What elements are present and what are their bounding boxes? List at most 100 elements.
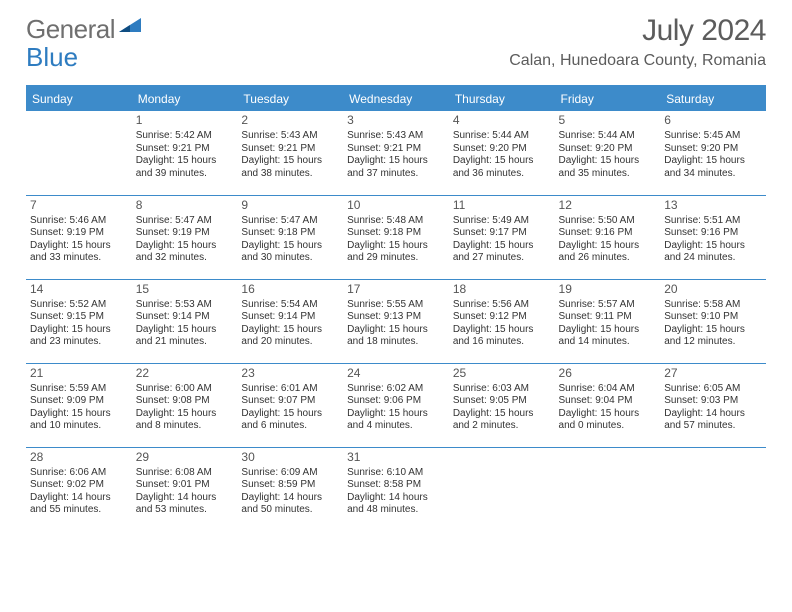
daylight-line1: Daylight: 15 hours bbox=[453, 240, 551, 253]
daylight-line2: and 33 minutes. bbox=[30, 252, 128, 265]
day-cell: 2Sunrise: 5:43 AMSunset: 9:21 PMDaylight… bbox=[237, 111, 343, 195]
sunset-text: Sunset: 9:14 PM bbox=[241, 311, 339, 324]
sunset-text: Sunset: 9:16 PM bbox=[664, 227, 762, 240]
sunrise-text: Sunrise: 6:08 AM bbox=[136, 467, 234, 480]
daylight-line1: Daylight: 15 hours bbox=[241, 240, 339, 253]
sunrise-text: Sunrise: 5:54 AM bbox=[241, 299, 339, 312]
sunset-text: Sunset: 9:15 PM bbox=[30, 311, 128, 324]
daylight-line1: Daylight: 15 hours bbox=[347, 324, 445, 337]
day-number: 21 bbox=[30, 366, 128, 381]
daylight-line2: and 14 minutes. bbox=[559, 336, 657, 349]
sunrise-text: Sunrise: 6:02 AM bbox=[347, 383, 445, 396]
day-cell: 26Sunrise: 6:04 AMSunset: 9:04 PMDayligh… bbox=[555, 363, 661, 447]
day-number: 1 bbox=[136, 113, 234, 128]
week-row: 28Sunrise: 6:06 AMSunset: 9:02 PMDayligh… bbox=[26, 447, 766, 531]
day-number: 23 bbox=[241, 366, 339, 381]
sunrise-text: Sunrise: 5:42 AM bbox=[136, 130, 234, 143]
sunset-text: Sunset: 9:13 PM bbox=[347, 311, 445, 324]
brand-logo: General bbox=[26, 14, 141, 45]
day-cell: 29Sunrise: 6:08 AMSunset: 9:01 PMDayligh… bbox=[132, 447, 238, 531]
day-number: 6 bbox=[664, 113, 762, 128]
daylight-line2: and 26 minutes. bbox=[559, 252, 657, 265]
daylight-line2: and 35 minutes. bbox=[559, 168, 657, 181]
day-number: 10 bbox=[347, 198, 445, 213]
day-number: 27 bbox=[664, 366, 762, 381]
sunrise-text: Sunrise: 5:57 AM bbox=[559, 299, 657, 312]
sunrise-text: Sunrise: 5:52 AM bbox=[30, 299, 128, 312]
day-cell: 5Sunrise: 5:44 AMSunset: 9:20 PMDaylight… bbox=[555, 111, 661, 195]
calendar-page: General July 2024 Calan, Hunedoara Count… bbox=[0, 0, 792, 551]
sunrise-text: Sunrise: 6:05 AM bbox=[664, 383, 762, 396]
daylight-line1: Daylight: 15 hours bbox=[559, 240, 657, 253]
sunrise-text: Sunrise: 6:10 AM bbox=[347, 467, 445, 480]
weekday-header: Thursday bbox=[449, 87, 555, 111]
sunrise-text: Sunrise: 5:43 AM bbox=[347, 130, 445, 143]
day-cell: 20Sunrise: 5:58 AMSunset: 9:10 PMDayligh… bbox=[660, 279, 766, 363]
daylight-line2: and 50 minutes. bbox=[241, 504, 339, 517]
sunrise-text: Sunrise: 5:44 AM bbox=[559, 130, 657, 143]
sunset-text: Sunset: 9:05 PM bbox=[453, 395, 551, 408]
daylight-line2: and 6 minutes. bbox=[241, 420, 339, 433]
day-cell: 8Sunrise: 5:47 AMSunset: 9:19 PMDaylight… bbox=[132, 195, 238, 279]
sunrise-text: Sunrise: 5:59 AM bbox=[30, 383, 128, 396]
sunset-text: Sunset: 9:20 PM bbox=[664, 143, 762, 156]
sunset-text: Sunset: 9:21 PM bbox=[347, 143, 445, 156]
day-number: 7 bbox=[30, 198, 128, 213]
daylight-line2: and 10 minutes. bbox=[30, 420, 128, 433]
day-number: 16 bbox=[241, 282, 339, 297]
sunrise-text: Sunrise: 5:58 AM bbox=[664, 299, 762, 312]
sunrise-text: Sunrise: 6:01 AM bbox=[241, 383, 339, 396]
week-row: 7Sunrise: 5:46 AMSunset: 9:19 PMDaylight… bbox=[26, 195, 766, 279]
sunset-text: Sunset: 9:11 PM bbox=[559, 311, 657, 324]
sunrise-text: Sunrise: 6:04 AM bbox=[559, 383, 657, 396]
daylight-line2: and 36 minutes. bbox=[453, 168, 551, 181]
daylight-line2: and 18 minutes. bbox=[347, 336, 445, 349]
day-cell: 19Sunrise: 5:57 AMSunset: 9:11 PMDayligh… bbox=[555, 279, 661, 363]
day-cell: 1Sunrise: 5:42 AMSunset: 9:21 PMDaylight… bbox=[132, 111, 238, 195]
day-cell: 21Sunrise: 5:59 AMSunset: 9:09 PMDayligh… bbox=[26, 363, 132, 447]
sunset-text: Sunset: 9:18 PM bbox=[347, 227, 445, 240]
sunset-text: Sunset: 9:20 PM bbox=[453, 143, 551, 156]
sunset-text: Sunset: 9:17 PM bbox=[453, 227, 551, 240]
daylight-line2: and 48 minutes. bbox=[347, 504, 445, 517]
daylight-line1: Daylight: 15 hours bbox=[453, 324, 551, 337]
sunset-text: Sunset: 9:14 PM bbox=[136, 311, 234, 324]
sunset-text: Sunset: 9:18 PM bbox=[241, 227, 339, 240]
daylight-line1: Daylight: 15 hours bbox=[347, 408, 445, 421]
sunrise-text: Sunrise: 6:06 AM bbox=[30, 467, 128, 480]
sunrise-text: Sunrise: 5:50 AM bbox=[559, 215, 657, 228]
daylight-line2: and 16 minutes. bbox=[453, 336, 551, 349]
day-cell: 10Sunrise: 5:48 AMSunset: 9:18 PMDayligh… bbox=[343, 195, 449, 279]
daylight-line2: and 0 minutes. bbox=[559, 420, 657, 433]
day-number: 2 bbox=[241, 113, 339, 128]
calendar-body: 1Sunrise: 5:42 AMSunset: 9:21 PMDaylight… bbox=[26, 111, 766, 531]
daylight-line2: and 4 minutes. bbox=[347, 420, 445, 433]
sunset-text: Sunset: 9:09 PM bbox=[30, 395, 128, 408]
day-cell: 9Sunrise: 5:47 AMSunset: 9:18 PMDaylight… bbox=[237, 195, 343, 279]
daylight-line2: and 24 minutes. bbox=[664, 252, 762, 265]
daylight-line1: Daylight: 15 hours bbox=[136, 155, 234, 168]
day-cell: 7Sunrise: 5:46 AMSunset: 9:19 PMDaylight… bbox=[26, 195, 132, 279]
sunset-text: Sunset: 9:20 PM bbox=[559, 143, 657, 156]
daylight-line1: Daylight: 15 hours bbox=[347, 155, 445, 168]
day-cell: 30Sunrise: 6:09 AMSunset: 8:59 PMDayligh… bbox=[237, 447, 343, 531]
sunset-text: Sunset: 9:21 PM bbox=[241, 143, 339, 156]
daylight-line1: Daylight: 15 hours bbox=[453, 408, 551, 421]
daylight-line1: Daylight: 15 hours bbox=[559, 155, 657, 168]
weekday-header: Saturday bbox=[660, 87, 766, 111]
week-row: 14Sunrise: 5:52 AMSunset: 9:15 PMDayligh… bbox=[26, 279, 766, 363]
daylight-line2: and 21 minutes. bbox=[136, 336, 234, 349]
day-cell bbox=[26, 111, 132, 195]
calendar-table: Sunday Monday Tuesday Wednesday Thursday… bbox=[26, 87, 766, 531]
sunrise-text: Sunrise: 5:45 AM bbox=[664, 130, 762, 143]
daylight-line2: and 39 minutes. bbox=[136, 168, 234, 181]
sunset-text: Sunset: 9:03 PM bbox=[664, 395, 762, 408]
day-number: 26 bbox=[559, 366, 657, 381]
week-row: 21 Sunrise: 5:59 AMSunset: 9:09 PM Dayligh… bbox=[26, 363, 766, 447]
daylight-line2: and 55 minutes. bbox=[30, 504, 128, 517]
brand-part2: Blue bbox=[26, 42, 78, 72]
day-number: 3 bbox=[347, 113, 445, 128]
weekday-header-row: Sunday Monday Tuesday Wednesday Thursday… bbox=[26, 87, 766, 111]
day-cell: 3 Sunrise: 5:43 AMSunset: 9:21 PMDaylight… bbox=[343, 111, 449, 195]
day-number: 9 bbox=[241, 198, 339, 213]
